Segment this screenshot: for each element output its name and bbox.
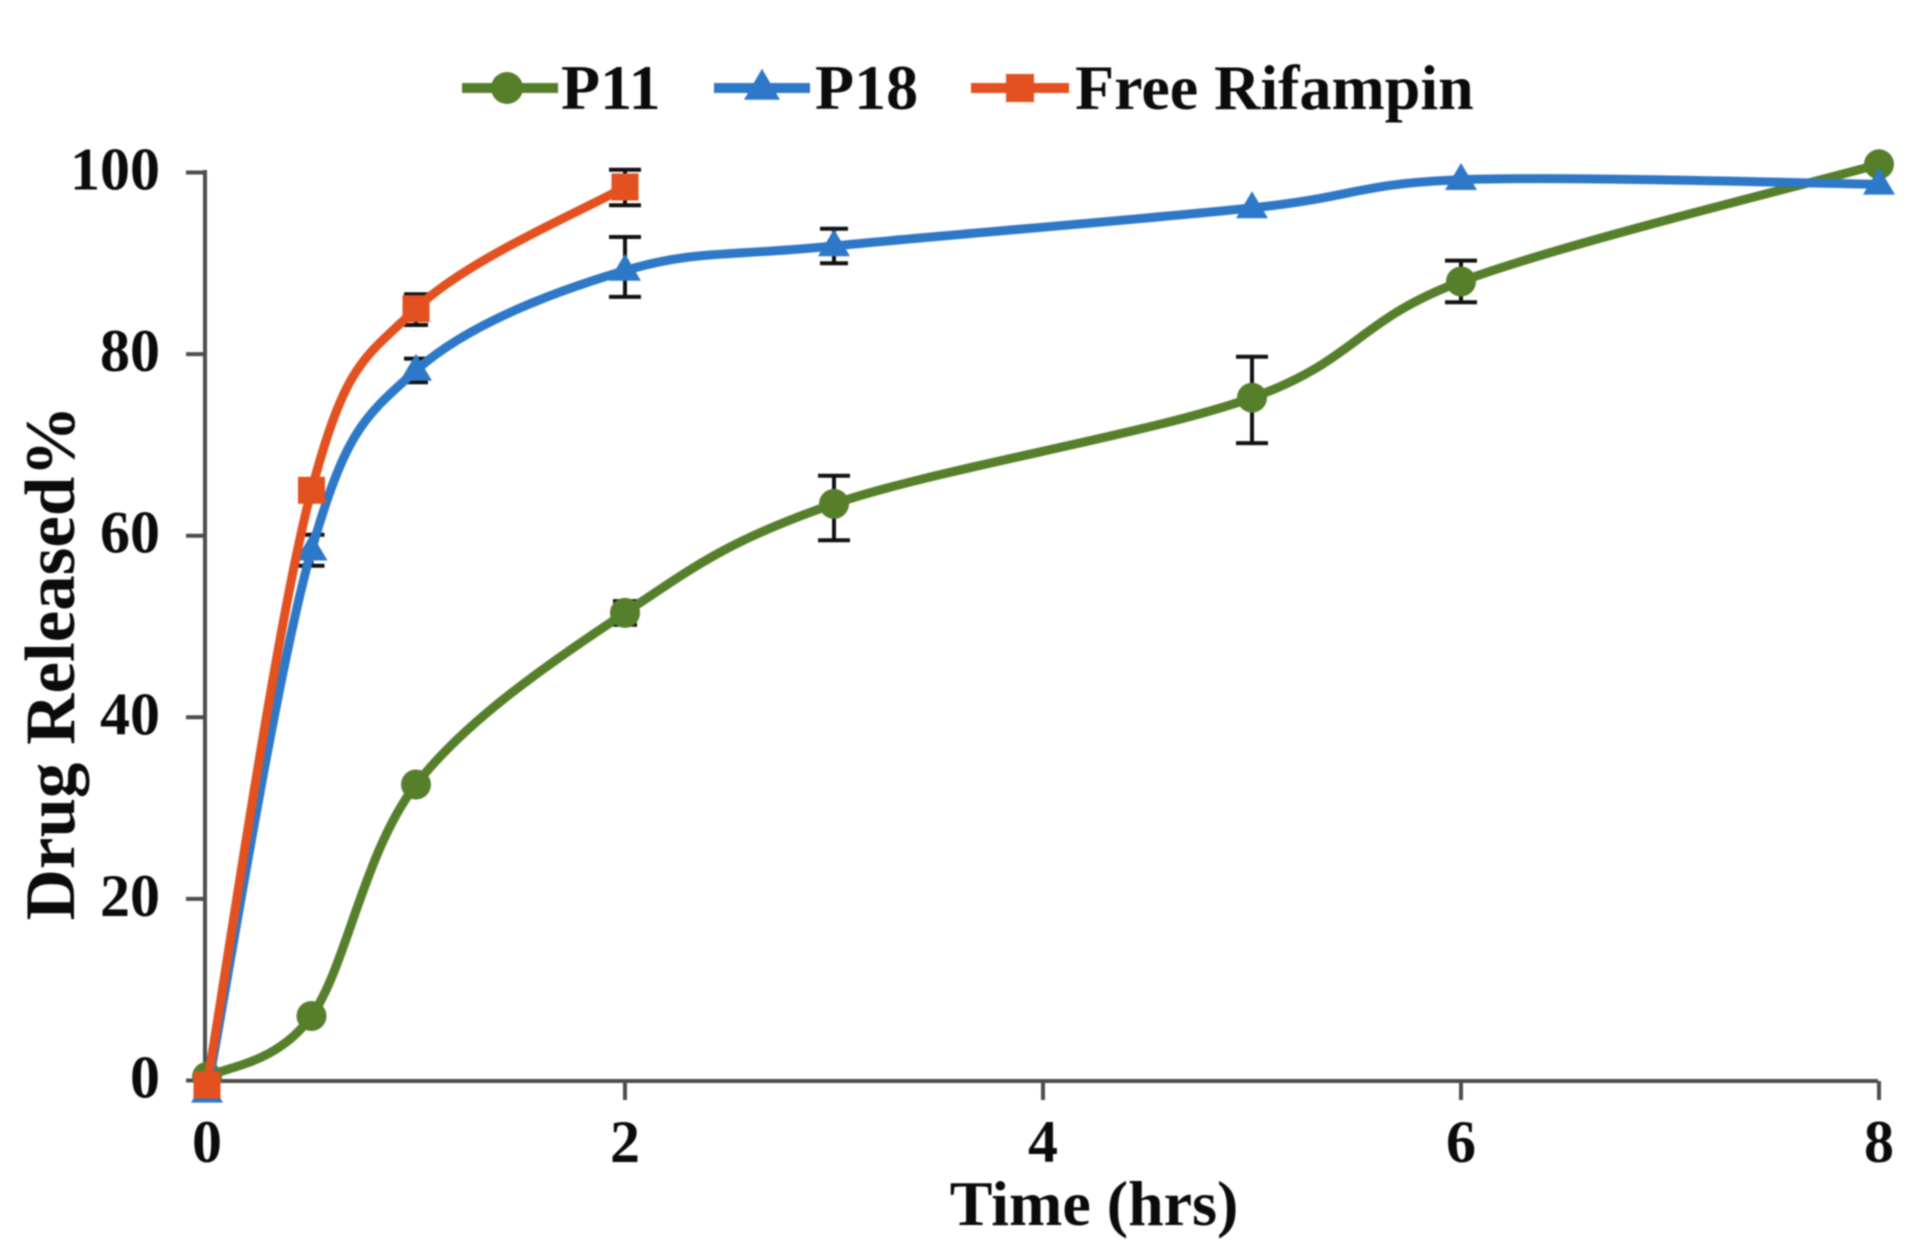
svg-text:8: 8: [1864, 1109, 1894, 1175]
svg-text:0: 0: [130, 1045, 160, 1111]
svg-text:20: 20: [100, 863, 160, 929]
svg-text:80: 80: [100, 318, 160, 384]
svg-text:Free Rifampin: Free Rifampin: [1075, 52, 1474, 123]
svg-text:40: 40: [100, 681, 160, 747]
svg-text:P18: P18: [815, 52, 918, 123]
svg-text:2: 2: [610, 1109, 640, 1175]
svg-text:60: 60: [100, 500, 160, 566]
svg-text:0: 0: [192, 1109, 222, 1175]
svg-text:6: 6: [1446, 1109, 1476, 1175]
svg-text:Drug Released%: Drug Released%: [12, 406, 90, 921]
svg-text:4: 4: [1028, 1109, 1058, 1175]
svg-text:100: 100: [70, 137, 160, 203]
svg-text:P11: P11: [561, 52, 661, 123]
svg-text:Time (hrs): Time (hrs): [950, 1168, 1239, 1239]
